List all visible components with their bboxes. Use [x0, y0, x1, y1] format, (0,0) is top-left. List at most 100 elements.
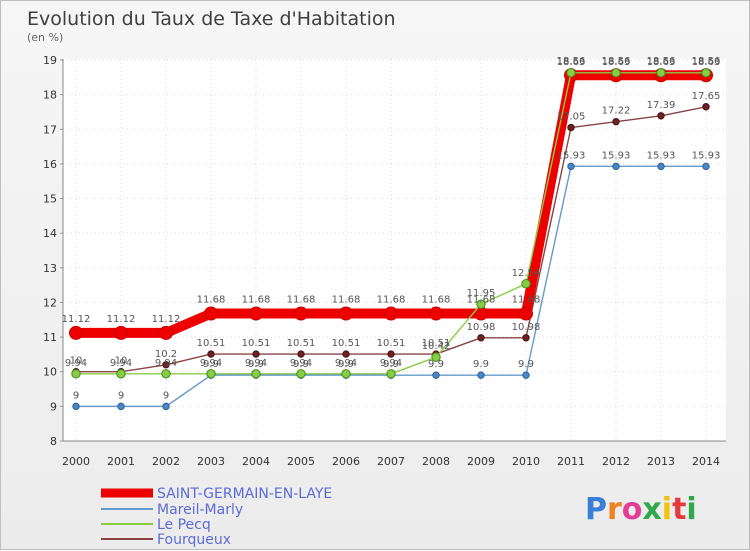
- data-point-3: [567, 123, 575, 132]
- data-label-3: 17.65: [692, 91, 721, 102]
- data-label-2: 9.94: [155, 358, 177, 369]
- data-point-1: [567, 162, 575, 171]
- data-label-1: 9.9: [293, 359, 309, 370]
- logo-letter: P: [585, 492, 607, 527]
- data-label-3: 10.51: [332, 338, 361, 349]
- data-label-3: 10: [115, 356, 128, 367]
- x-tick-label: 2010: [512, 455, 540, 468]
- data-point-1: [477, 371, 485, 379]
- data-point-3: [342, 350, 350, 358]
- y-tick-label: 12: [43, 296, 57, 309]
- data-label-2: 18.63: [557, 57, 586, 68]
- data-point-3: [297, 350, 305, 358]
- logo-letter: t: [672, 492, 686, 527]
- data-point-0: [384, 306, 398, 321]
- data-point-2: [431, 352, 441, 362]
- data-point-1: [657, 162, 665, 171]
- data-point-0: [339, 306, 353, 321]
- data-label-2: 18.63: [647, 57, 676, 68]
- data-point-1: [117, 402, 125, 411]
- data-label-3: 10.51: [377, 338, 406, 349]
- x-tick-label: 2000: [62, 455, 90, 468]
- data-label-0: 18.56: [692, 56, 721, 67]
- data-label-1: 15.93: [647, 150, 676, 161]
- legend-label-saint-germain: SAINT-GERMAIN-EN-LAYE: [157, 486, 332, 502]
- data-label-3: 10.2: [155, 349, 177, 360]
- legend: SAINT-GERMAIN-EN-LAYE Mareil-Marly Le Pe…: [101, 486, 332, 548]
- data-label-1: 9.9: [248, 359, 264, 370]
- logo-letter: i: [686, 492, 696, 527]
- data-label-2: 9.94: [290, 358, 312, 369]
- y-tick-label: 9: [50, 400, 57, 413]
- data-label-1: 9: [73, 390, 79, 401]
- data-label-2: 9.94: [65, 358, 87, 369]
- data-label-2: 11.95: [467, 288, 496, 299]
- data-point-2: [701, 68, 711, 78]
- logo-letter: i: [662, 492, 672, 527]
- data-point-2: [566, 68, 576, 78]
- logo-letter: x: [642, 492, 661, 527]
- y-tick-label: 10: [43, 366, 57, 379]
- data-label-1: 15.93: [557, 150, 586, 161]
- data-point-3: [162, 361, 170, 369]
- axes: 8 9 10 11 12 13 14 15 16 17 18 19 2000 2001 2002 2003 20…: [43, 54, 726, 468]
- x-tick-label: 2006: [332, 455, 360, 468]
- data-label-2: 9.94: [110, 358, 132, 369]
- data-label-3: 10.98: [512, 322, 541, 333]
- x-tick-label: 2001: [107, 455, 135, 468]
- data-label-1: 9.9: [203, 359, 219, 370]
- y-tick-label: 18: [43, 89, 57, 102]
- data-label-2: 9.94: [380, 358, 402, 369]
- data-label-2: 18.63: [692, 57, 721, 68]
- y-tick-label: 15: [43, 193, 57, 206]
- legend-label-mareil-marly: Mareil-Marly: [157, 502, 243, 518]
- data-point-2: [656, 68, 666, 78]
- data-point-3: [657, 112, 665, 120]
- data-point-0: [159, 325, 173, 340]
- data-point-0: [429, 306, 443, 321]
- data-point-1: [72, 402, 80, 411]
- data-point-1: [432, 371, 440, 379]
- data-point-3: [477, 334, 485, 342]
- data-point-2: [206, 369, 216, 379]
- y-tick-label: 14: [43, 227, 57, 240]
- x-tick-label: 2013: [647, 455, 675, 468]
- data-label-3: 10.51: [197, 338, 226, 349]
- proxiti-logo: Proxiti: [585, 492, 697, 527]
- x-tick-label: 2005: [287, 455, 315, 468]
- y-tick-label: 17: [43, 123, 57, 136]
- y-tick-label: 19: [43, 54, 57, 67]
- data-point-0: [204, 306, 218, 321]
- data-point-2: [296, 369, 306, 379]
- data-label-3: 10.51: [242, 338, 271, 349]
- data-point-2: [386, 369, 396, 379]
- legend-label-le-pecq: Le Pecq: [157, 517, 211, 533]
- data-point-3: [207, 350, 215, 358]
- data-label-0: 11.68: [287, 295, 316, 306]
- data-point-0: [519, 306, 533, 321]
- data-label-1: 9.9: [338, 359, 354, 370]
- data-point-2: [476, 299, 486, 309]
- data-label-1: 9: [163, 390, 169, 401]
- data-label-1: 9.9: [383, 359, 399, 370]
- data-point-2: [341, 369, 351, 379]
- data-label-0: 11.12: [107, 314, 136, 325]
- chart-title: Evolution du Taux de Taxe d'Habitation: [27, 8, 396, 30]
- data-label-2: 10.42: [422, 341, 451, 352]
- data-label-0: 11.68: [197, 295, 226, 306]
- legend-label-fourqueux: Fourqueux: [157, 532, 231, 548]
- x-tick-label: 2011: [557, 455, 585, 468]
- data-label-3: 17.05: [557, 112, 586, 123]
- data-label-1: 15.93: [692, 150, 721, 161]
- data-point-2: [611, 68, 621, 78]
- data-point-3: [387, 350, 395, 358]
- data-label-0: 11.68: [242, 295, 271, 306]
- data-label-1: 9.9: [428, 359, 444, 370]
- data-label-2: 9.94: [200, 358, 222, 369]
- data-point-2: [161, 369, 171, 379]
- x-tick-label: 2007: [377, 455, 405, 468]
- x-tick-label: 2004: [242, 455, 270, 468]
- data-label-1: 9.9: [518, 359, 534, 370]
- data-label-0: 11.68: [377, 295, 406, 306]
